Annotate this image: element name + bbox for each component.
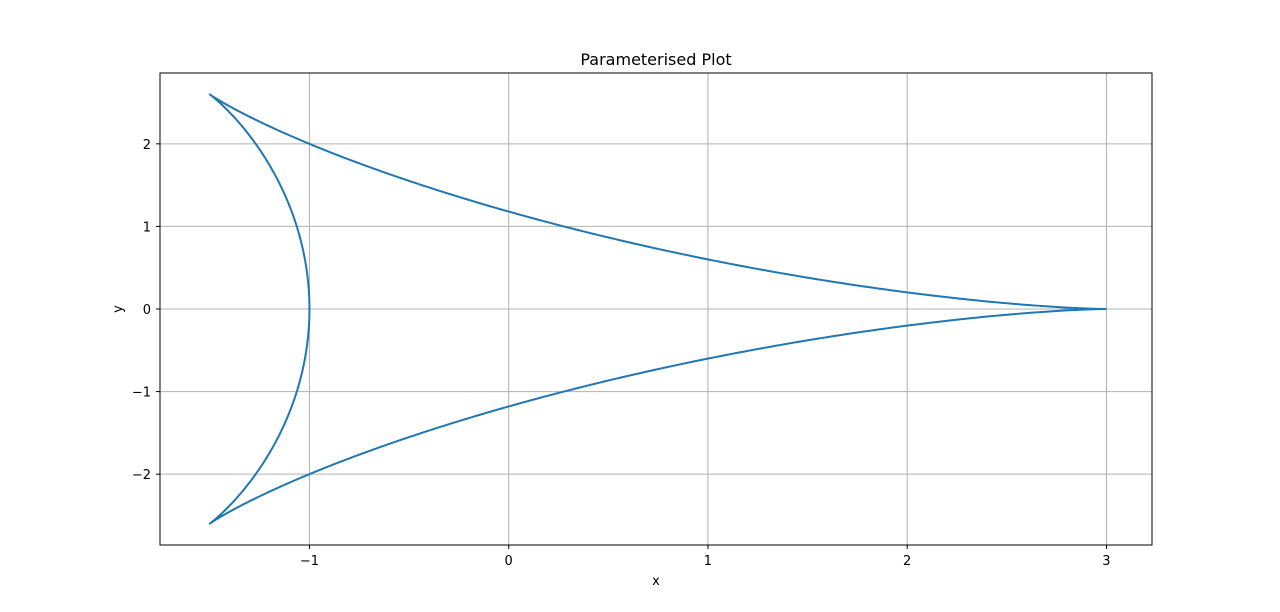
y-tick-label: −2 bbox=[132, 468, 151, 483]
x-tick-label: 0 bbox=[505, 554, 513, 569]
x-tick-label: 3 bbox=[1102, 554, 1110, 569]
y-tick-label: 0 bbox=[143, 303, 151, 318]
y-tick-label: 1 bbox=[143, 220, 151, 235]
ticks: −1 0 1 2 3 −2 −1 0 1 2 bbox=[132, 138, 1111, 569]
y-tick-label: −1 bbox=[132, 386, 151, 401]
x-axis-label: x bbox=[652, 574, 660, 589]
x-tick-label: −1 bbox=[300, 554, 319, 569]
x-tick-label: 2 bbox=[903, 554, 911, 569]
x-tick-label: 1 bbox=[704, 554, 712, 569]
y-tick-label: 2 bbox=[143, 138, 151, 153]
grid bbox=[160, 73, 1152, 545]
y-axis-label: y bbox=[111, 305, 126, 313]
series-layer bbox=[208, 93, 1108, 525]
series-line bbox=[208, 93, 1108, 525]
chart-title: Parameterised Plot bbox=[580, 50, 731, 69]
